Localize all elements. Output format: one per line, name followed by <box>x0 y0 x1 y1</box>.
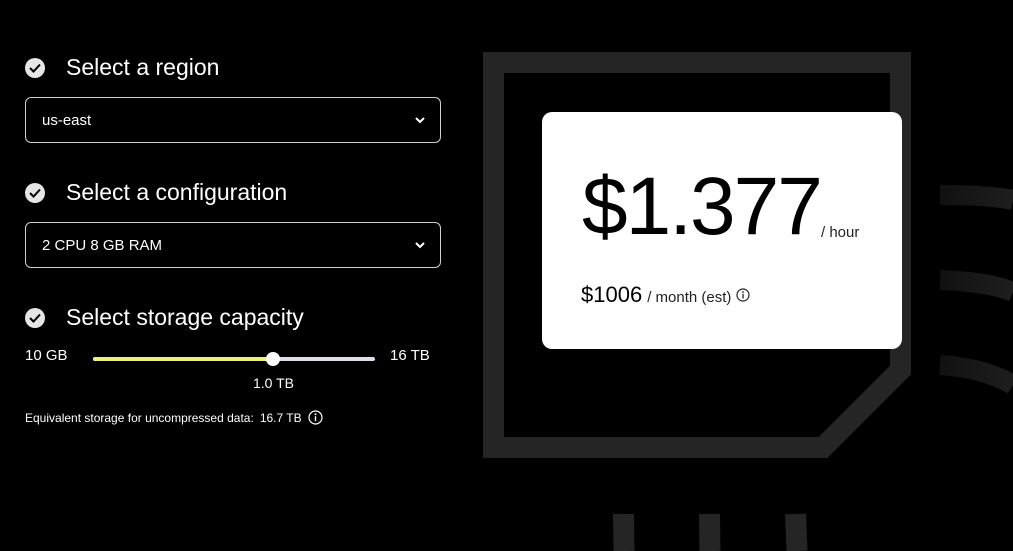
hourly-unit: / hour <box>821 224 860 241</box>
region-select[interactable]: us-east <box>25 97 441 143</box>
arc-line <box>939 185 1013 210</box>
slider-value-label: 1.0 TB <box>252 375 294 391</box>
configuration-select[interactable]: 2 CPU 8 GB RAM <box>25 222 441 268</box>
pin-line <box>785 513 808 551</box>
pin-line <box>699 513 721 551</box>
check-circle-icon <box>25 182 45 203</box>
step-title: Select storage capacity <box>66 304 304 330</box>
slider-max-label: 16 TB <box>390 347 430 364</box>
equivalent-value: 16.7 TB <box>259 410 302 425</box>
step-configuration: Select a configuration <box>25 179 287 206</box>
step-region: Select a region <box>25 54 219 81</box>
monthly-unit: / month (est) <box>647 289 732 306</box>
step-storage: Select storage capacity <box>25 304 304 331</box>
equivalent-storage: Equivalent storage for uncompressed data… <box>25 410 323 425</box>
equivalent-label: Equivalent storage for uncompressed data… <box>25 410 254 425</box>
monthly-estimate: $1006 / month (est) <box>581 282 750 308</box>
info-icon[interactable] <box>736 288 750 302</box>
storage-slider[interactable] <box>93 352 375 366</box>
chip-outline-shape <box>483 52 911 458</box>
arc-line <box>939 355 1013 394</box>
monthly-price: $1006 <box>581 282 643 307</box>
region-value: us-east <box>42 111 92 129</box>
slider-fill <box>93 357 274 361</box>
arc-line <box>939 270 1013 302</box>
step-title: Select a configuration <box>66 179 288 205</box>
info-icon[interactable] <box>308 410 323 425</box>
configuration-value: 2 CPU 8 GB RAM <box>42 236 163 254</box>
check-circle-icon <box>25 307 45 328</box>
pricing-card: $1.377 / hour $1006 / month (est) <box>542 112 902 349</box>
slider-thumb[interactable] <box>266 352 281 366</box>
storage-slider-row: 10 GB 16 TB <box>25 347 445 369</box>
pin-line <box>613 513 635 551</box>
chevron-down-icon <box>415 242 425 249</box>
check-circle-icon <box>25 57 45 78</box>
step-title: Select a region <box>66 54 220 80</box>
hourly-price: $1.377 <box>582 161 823 252</box>
slider-min-label: 10 GB <box>25 347 68 364</box>
chevron-down-icon <box>415 117 425 124</box>
